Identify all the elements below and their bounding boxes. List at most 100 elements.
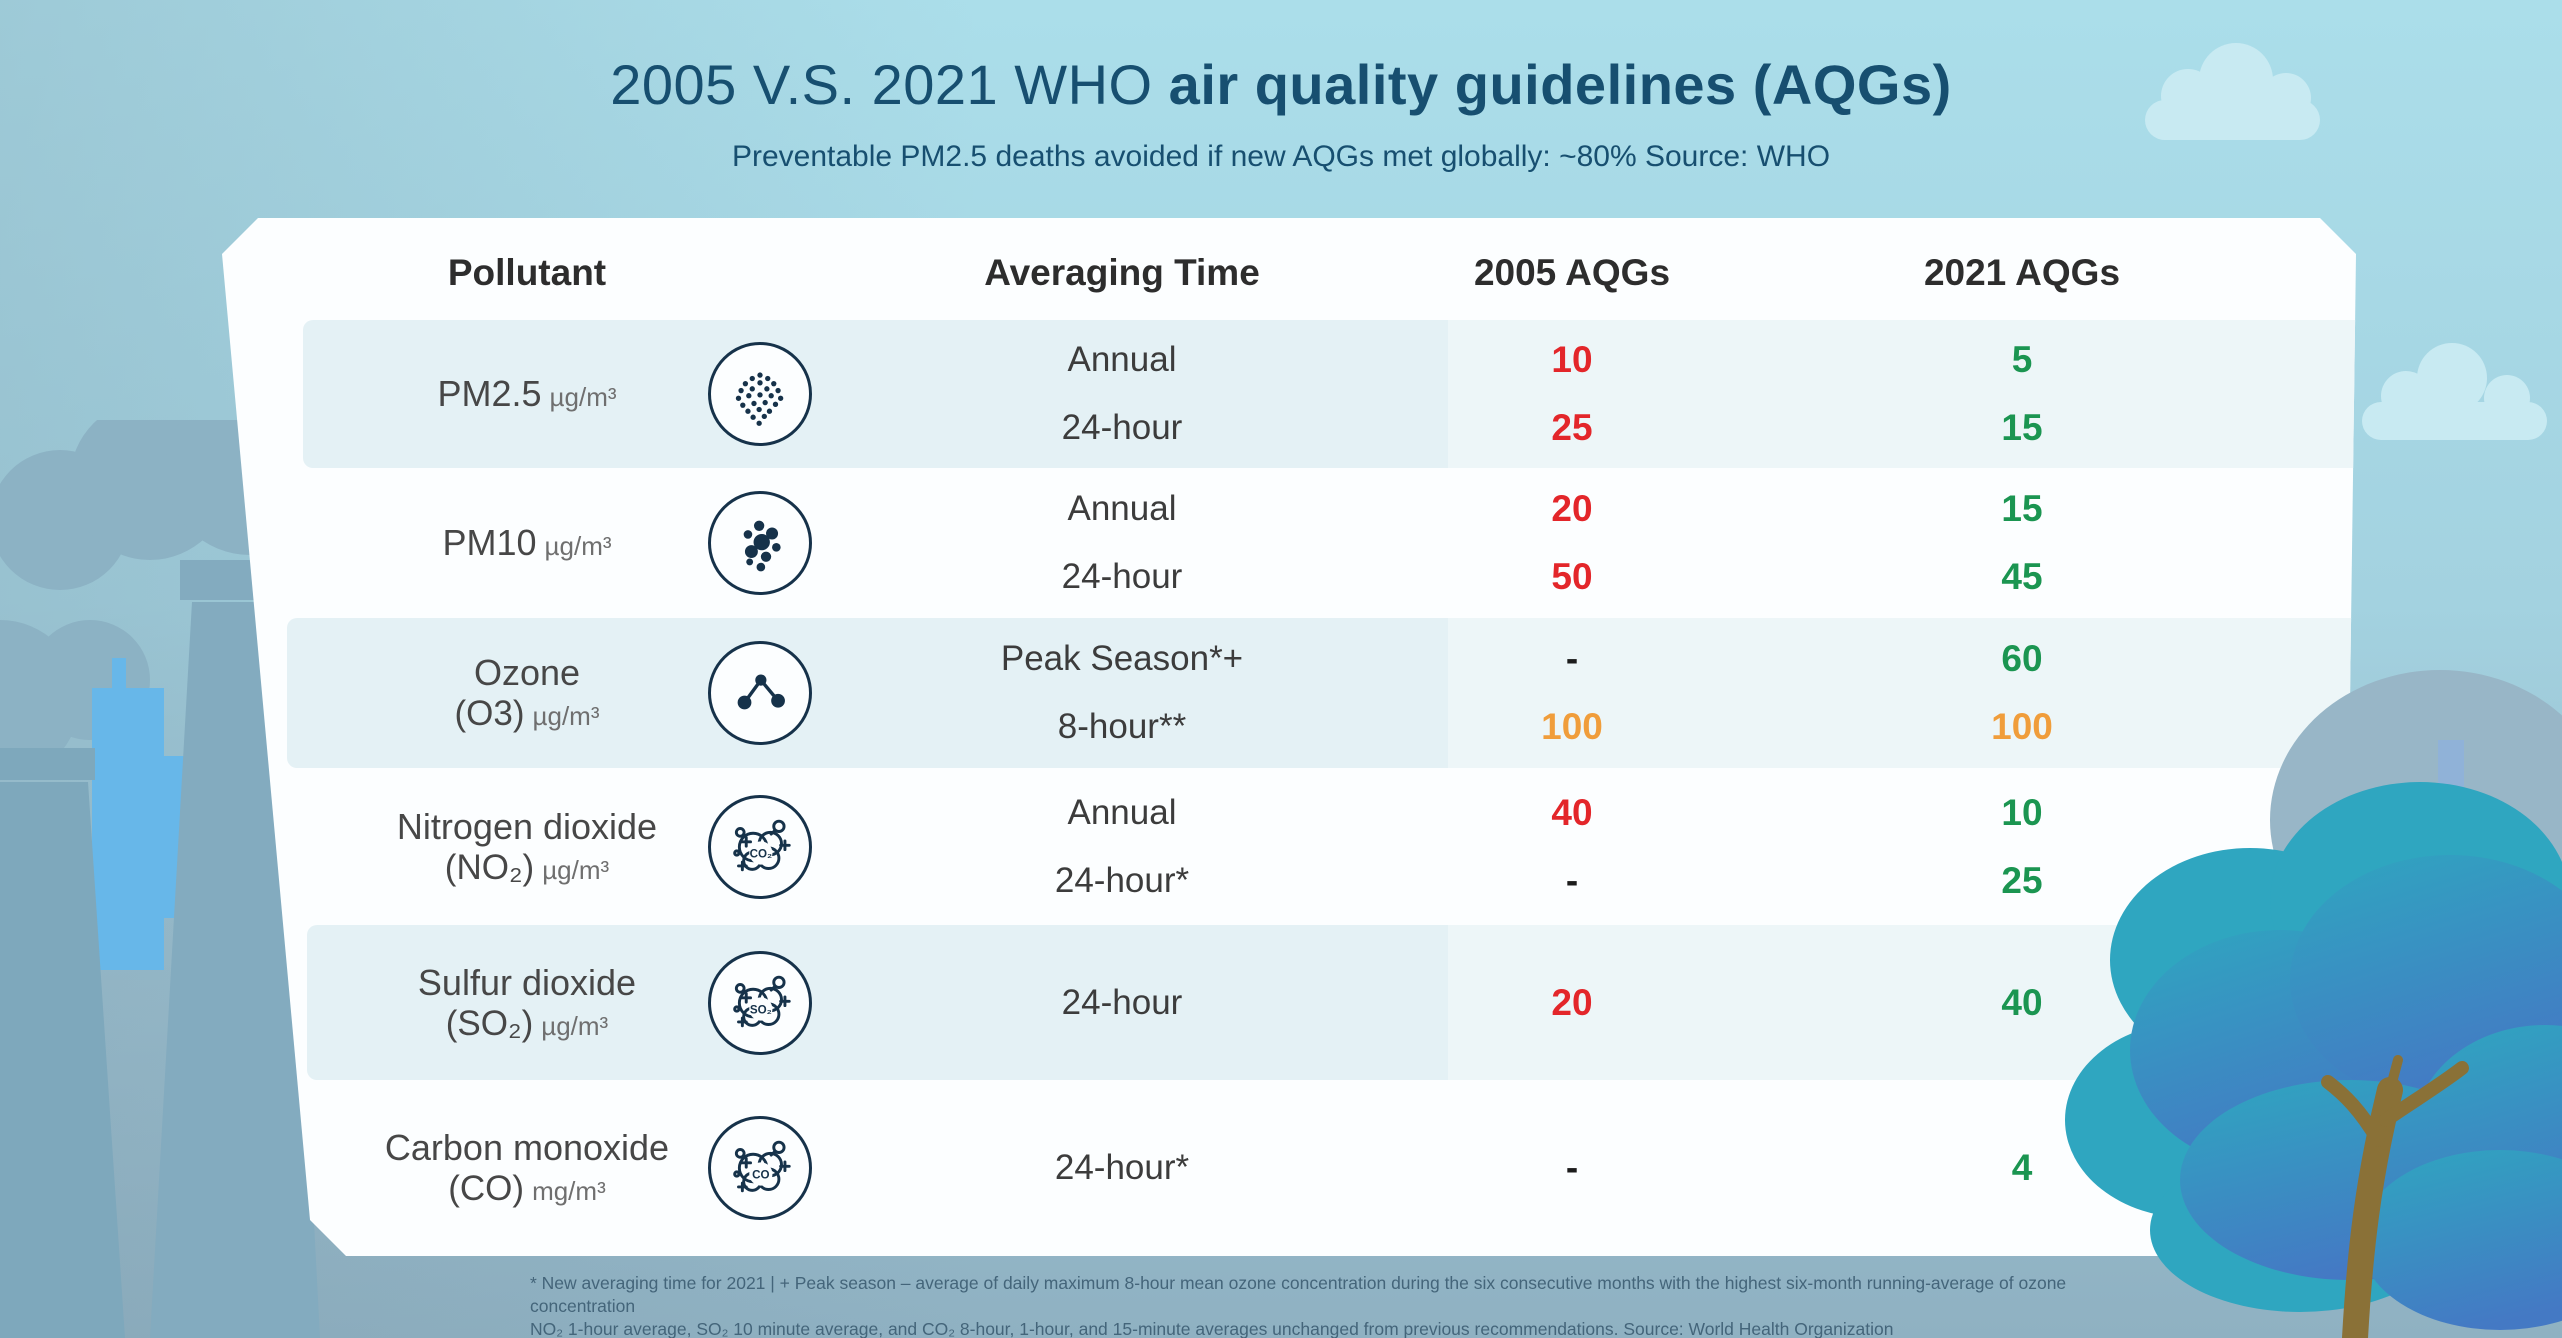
pollutant-name: Nitrogen dioxide (NO₂) µg/m³ bbox=[282, 806, 772, 888]
pollutant-unit: µg/m³ bbox=[541, 1010, 609, 1041]
aqg-2005-value: 10 bbox=[1551, 339, 1593, 380]
clouds bbox=[2145, 43, 2547, 440]
table-row-pm25: PM2.5 µg/m³ bbox=[222, 320, 2356, 468]
aqg-2005-cell: 20 bbox=[1352, 969, 1792, 1037]
gas-cloud-icon: SO₂ bbox=[708, 950, 812, 1055]
aqg-2021-value: 40 bbox=[2001, 981, 2043, 1023]
pollutant-unit: µg/m³ bbox=[544, 531, 612, 561]
row-stripe bbox=[287, 618, 2356, 768]
aqg-2005-value: - bbox=[1565, 638, 1579, 679]
aqg-table-card: Pollutant Averaging Time 2005 AQGs 2021 … bbox=[222, 218, 2356, 1256]
pollutant-label: Nitrogen dioxide bbox=[396, 805, 658, 847]
gas-icon-label: SO₂ bbox=[750, 1003, 772, 1016]
averaging-time: Annual bbox=[1067, 340, 1177, 379]
cooling-tower-left bbox=[0, 748, 125, 1338]
aqg-2005-cell: 40 - bbox=[1352, 779, 1792, 915]
gas-icon-label: CO bbox=[752, 1168, 769, 1181]
pollutant-formula: (SO₂) bbox=[445, 1003, 534, 1043]
pollutant-label: Sulfur dioxide bbox=[417, 961, 637, 1003]
averaging-time-cell: Annual 24-hour* bbox=[862, 779, 1382, 915]
pm25-particles-icon bbox=[708, 342, 812, 446]
pollutant-name: Ozone (O3) µg/m³ bbox=[282, 652, 772, 734]
column-header-2021-aqgs: 2021 AQGs bbox=[1923, 252, 2121, 293]
pollutant-formula: (CO) bbox=[448, 1169, 525, 1208]
pollutant-unit: mg/m³ bbox=[532, 1176, 606, 1206]
row-stripe bbox=[303, 320, 2356, 468]
gas-icon-label: CO₂ bbox=[750, 847, 773, 860]
averaging-time-cell: 24-hour* bbox=[862, 1134, 1382, 1202]
aqg-2005-cell: - bbox=[1352, 1134, 1792, 1202]
averaging-time: 24-hour* bbox=[1054, 1148, 1190, 1187]
pollutant-name: Carbon monoxide (CO) mg/m³ bbox=[282, 1127, 772, 1209]
aqg-2021-value: 10 bbox=[2001, 791, 2043, 833]
aqg-2005-value: 50 bbox=[1551, 556, 1593, 597]
averaging-time: Peak Season*+ bbox=[1000, 639, 1244, 678]
aqg-2005-value: 20 bbox=[1551, 488, 1593, 529]
page-subtitle: Preventable PM2.5 deaths avoided if new … bbox=[731, 140, 1831, 173]
averaging-time: Annual bbox=[1067, 489, 1177, 528]
pollutant-icon-cell: CO bbox=[708, 1116, 812, 1220]
aqg-2005-value: 25 bbox=[1551, 407, 1593, 448]
tree-canopy-front bbox=[2130, 855, 2562, 1330]
averaging-time-cell: Peak Season*+ 8-hour** bbox=[862, 625, 1382, 761]
aqg-2021-cell: 4 bbox=[1802, 1134, 2242, 1202]
table-row-pm10: PM10 µg/m³ Annual 24-hour 20 50 bbox=[222, 468, 2356, 618]
aqg-2005-value: - bbox=[1565, 1147, 1579, 1188]
pollutant-icon-cell: CO₂ bbox=[708, 794, 812, 899]
averaging-time: Annual bbox=[1067, 792, 1177, 832]
table-row-sulfur-dioxide: Sulfur dioxide (SO₂) µg/m³ bbox=[222, 925, 2356, 1080]
averaging-time: 8-hour** bbox=[1057, 707, 1187, 746]
aqg-2005-value: 20 bbox=[1551, 981, 1593, 1023]
averaging-time-cell: 24-hour bbox=[862, 969, 1382, 1037]
aqg-2021-value: 15 bbox=[2001, 488, 2043, 529]
pollutant-icon-cell bbox=[708, 342, 812, 446]
aqg-2021-cell: 10 25 bbox=[1802, 779, 2242, 915]
pollutant-icon-cell bbox=[708, 641, 812, 745]
footnote: * New averaging time for 2021 | + Peak s… bbox=[530, 1272, 2130, 1338]
aqg-2005-value: - bbox=[1565, 859, 1579, 901]
aqg-2021-cell: 5 15 bbox=[1802, 326, 2242, 462]
pollutant-label: PM10 bbox=[442, 522, 537, 563]
column-header-averaging-time: Averaging Time bbox=[984, 252, 1260, 293]
page-title: 2005 V.S. 2021 WHO air quality guideline… bbox=[610, 53, 1952, 116]
aqg-2021-value: 5 bbox=[2011, 339, 2033, 380]
averaging-time: 24-hour bbox=[1061, 982, 1183, 1022]
aqg-2021-value: 100 bbox=[1991, 706, 2053, 747]
averaging-time-cell: Annual 24-hour bbox=[862, 475, 1382, 611]
averaging-time: 24-hour* bbox=[1054, 860, 1190, 900]
aqg-2021-cell: 60 100 bbox=[1802, 625, 2242, 761]
pollutant-icon-cell: SO₂ bbox=[708, 950, 812, 1055]
tree-trunk bbox=[2321, 1055, 2469, 1338]
pollutant-label: Ozone bbox=[473, 652, 581, 693]
pollutant-formula: (O3) bbox=[454, 694, 525, 733]
footnote-line-2: NO₂ 1-hour average, SO₂ 10 minute averag… bbox=[530, 1319, 1894, 1338]
pollutant-label: Carbon monoxide bbox=[384, 1127, 670, 1168]
pollutant-icon-cell bbox=[708, 491, 812, 595]
table-row-carbon-monoxide: Carbon monoxide (CO) mg/m³ bbox=[222, 1080, 2356, 1256]
table-row-nitrogen-dioxide: Nitrogen dioxide (NO₂) µg/m³ bbox=[222, 768, 2356, 925]
aqg-2021-value: 60 bbox=[2001, 638, 2043, 679]
ozone-molecule-icon bbox=[708, 641, 812, 745]
aqg-2021-value: 45 bbox=[2001, 556, 2043, 597]
pollutant-unit: µg/m³ bbox=[542, 854, 610, 885]
page-title-bold: air quality guidelines (AQGs) bbox=[1152, 53, 1952, 116]
aqg-2005-value: 100 bbox=[1541, 706, 1603, 747]
aqg-2005-cell: 20 50 bbox=[1352, 475, 1792, 611]
column-header-pollutant: Pollutant bbox=[447, 252, 607, 293]
gas-cloud-icon: CO₂ bbox=[708, 794, 812, 899]
pollutant-label: PM2.5 bbox=[437, 373, 542, 414]
pollutant-name: PM10 µg/m³ bbox=[282, 522, 772, 564]
aqg-2021-cell: 15 45 bbox=[1802, 475, 2242, 611]
averaging-time: 24-hour bbox=[1061, 408, 1183, 447]
aqg-2021-cell: 40 bbox=[1802, 969, 2242, 1037]
pollutant-name: PM2.5 µg/m³ bbox=[282, 373, 772, 415]
aqg-2021-value: 25 bbox=[2001, 859, 2043, 901]
table-row-ozone: Ozone (O3) µg/m³ Peak Season*+ bbox=[222, 618, 2356, 768]
gas-cloud-icon: CO bbox=[708, 1116, 812, 1220]
averaging-time-cell: Annual 24-hour bbox=[862, 326, 1382, 462]
tree-and-city bbox=[2065, 670, 2562, 1338]
aqg-2021-value: 4 bbox=[2011, 1147, 2033, 1188]
aqg-2005-cell: - 100 bbox=[1352, 625, 1792, 761]
pollutant-unit: µg/m³ bbox=[532, 701, 600, 731]
